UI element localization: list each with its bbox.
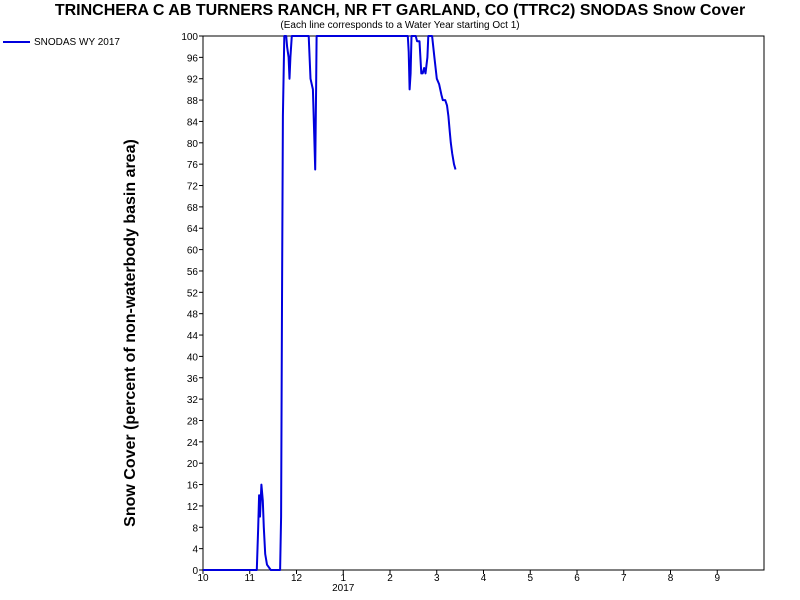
y-tick-label-76: 76: [187, 160, 199, 171]
y-tick-label-84: 84: [187, 117, 199, 128]
x-tick-label-6: 6: [574, 573, 580, 584]
y-tick-label-44: 44: [187, 331, 199, 342]
y-tick-label-12: 12: [187, 502, 199, 513]
x-axis-ticks: 10 11 12 1 2 3 4 5 6 7 8 9: [197, 570, 720, 584]
x-tick-label-10: 10: [197, 573, 209, 584]
x-tick-label-4: 4: [481, 573, 487, 584]
x-tick-label-12: 12: [291, 573, 303, 584]
series-layer: [203, 35, 457, 571]
y-tick-label-88: 88: [187, 96, 199, 107]
chart-subtitle: (Each line corresponds to a Water Year s…: [280, 20, 520, 31]
y-tick-label-4: 4: [192, 545, 198, 556]
x-tick-label-9: 9: [714, 573, 720, 584]
series-line-0: [203, 35, 457, 571]
y-tick-label-0: 0: [192, 566, 198, 577]
y-tick-label-68: 68: [187, 203, 199, 214]
y-tick-label-16: 16: [187, 481, 199, 492]
y-tick-label-20: 20: [187, 459, 199, 470]
x-year-label: 2017: [332, 583, 355, 594]
y-tick-label-64: 64: [187, 224, 199, 235]
x-tick-label-7: 7: [621, 573, 627, 584]
plot-frame: [202, 35, 765, 571]
legend: SNODAS WY 2017: [3, 37, 120, 48]
x-tick-label-2: 2: [387, 573, 393, 584]
y-tick-label-100: 100: [181, 32, 198, 43]
chart-title: TRINCHERA C AB TURNERS RANCH, NR FT GARL…: [54, 2, 746, 19]
y-tick-label-56: 56: [187, 267, 199, 278]
legend-label-wy-2017: SNODAS WY 2017: [34, 37, 120, 48]
y-axis-ticks: 0481216202428323640444852566064687276808…: [181, 32, 203, 577]
x-tick-label-11: 11: [245, 573, 256, 584]
x-tick-label-5: 5: [527, 573, 533, 584]
y-tick-label-72: 72: [187, 182, 199, 193]
x-tick-label-1: 1: [340, 573, 346, 584]
y-axis-label: Snow Cover (percent of non-waterbody bas…: [122, 139, 139, 527]
y-tick-label-8: 8: [192, 523, 198, 534]
y-tick-label-92: 92: [187, 75, 199, 86]
y-tick-label-96: 96: [187, 53, 199, 64]
y-tick-label-60: 60: [187, 246, 199, 257]
y-tick-label-52: 52: [187, 288, 199, 299]
y-tick-label-48: 48: [187, 310, 199, 321]
x-tick-label-3: 3: [434, 573, 440, 584]
y-tick-label-80: 80: [187, 139, 199, 150]
y-tick-label-32: 32: [187, 395, 199, 406]
y-tick-label-40: 40: [187, 352, 199, 363]
x-tick-label-8: 8: [668, 573, 674, 584]
y-tick-label-24: 24: [187, 438, 199, 449]
y-tick-label-36: 36: [187, 374, 199, 385]
y-tick-label-28: 28: [187, 416, 199, 427]
